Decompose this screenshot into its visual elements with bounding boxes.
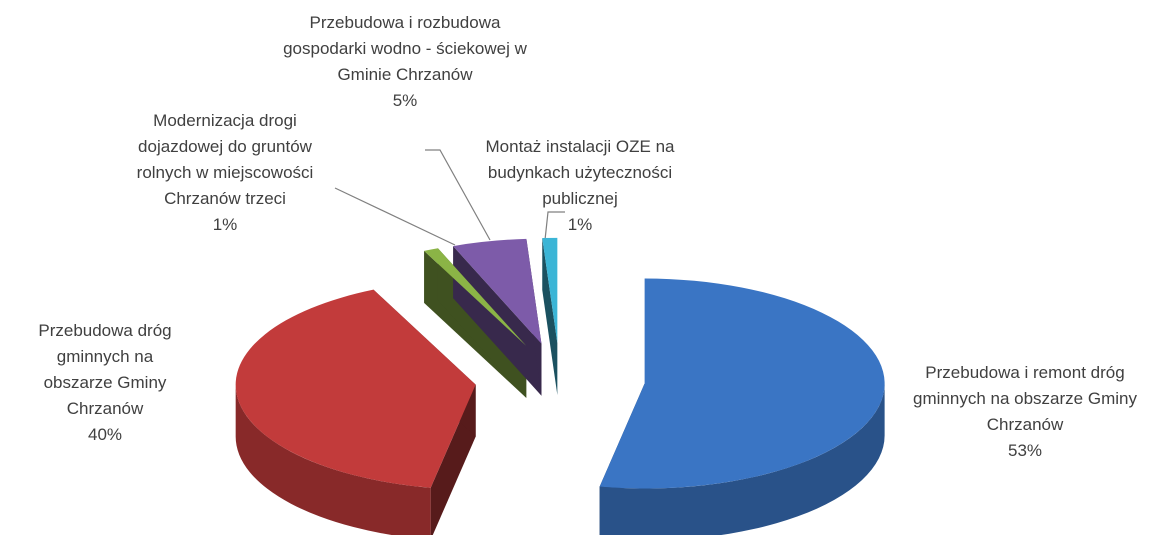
slice-side bbox=[453, 246, 542, 396]
slice-wall bbox=[235, 384, 431, 535]
pie-slice bbox=[453, 238, 542, 344]
percent-label: 1% bbox=[212, 215, 238, 234]
leader-line bbox=[425, 149, 491, 241]
slice-tops bbox=[235, 237, 885, 489]
category-name: Modernizacja drogi dojazdowej do gruntów… bbox=[136, 111, 314, 208]
data-label: Przebudowa dróg gminnych na obszarze Gmi… bbox=[30, 318, 180, 448]
percent-label: 1% bbox=[567, 215, 593, 234]
data-label: Modernizacja drogi dojazdowej do gruntów… bbox=[118, 108, 333, 238]
category-name: Przebudowa dróg gminnych na obszarze Gmi… bbox=[38, 321, 172, 418]
slice-walls bbox=[235, 383, 885, 535]
category-name: Przebudowa i remont dróg gminnych na obs… bbox=[913, 363, 1137, 434]
pie-slice bbox=[599, 278, 885, 489]
pie-slice bbox=[235, 289, 476, 488]
pie-slice bbox=[424, 248, 527, 346]
data-label: Montaż instalacji OZE na budynkach użyte… bbox=[460, 134, 700, 238]
category-name: Montaż instalacji OZE na budynkach użyte… bbox=[485, 137, 675, 208]
data-label: Przebudowa i rozbudowa gospodarki wodno … bbox=[283, 10, 528, 114]
leader-line bbox=[544, 211, 565, 241]
pie-slice bbox=[542, 237, 558, 343]
slice-wall bbox=[599, 383, 885, 535]
leader-line bbox=[334, 187, 456, 246]
percent-label: 5% bbox=[392, 91, 418, 110]
slice-side bbox=[542, 238, 558, 395]
percent-label: 53% bbox=[1007, 441, 1043, 460]
percent-label: 40% bbox=[87, 425, 123, 444]
category-name: Przebudowa i rozbudowa gospodarki wodno … bbox=[283, 13, 527, 84]
data-label: Przebudowa i remont dróg gminnych na obs… bbox=[905, 360, 1145, 464]
